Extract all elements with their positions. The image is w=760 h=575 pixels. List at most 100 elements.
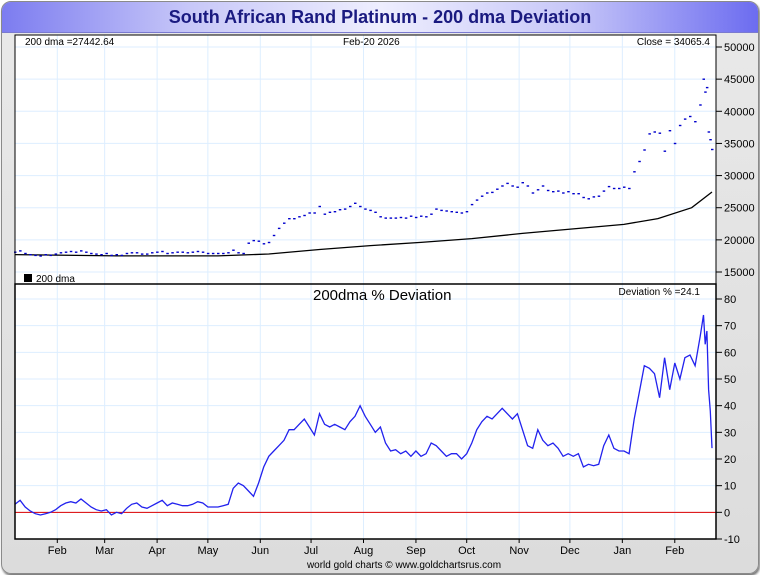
price-point <box>196 250 200 253</box>
price-point <box>653 131 656 133</box>
price-point <box>705 86 709 89</box>
price-point <box>64 251 68 253</box>
y-tick-label: 0 <box>724 507 730 519</box>
price-point <box>140 253 144 255</box>
price-point <box>496 188 499 190</box>
price-point <box>409 215 413 217</box>
price-point <box>678 124 682 127</box>
price-point <box>511 185 514 187</box>
price-point <box>470 203 474 206</box>
x-tick-label: Dec <box>560 545 580 557</box>
price-point <box>577 193 580 195</box>
price-point <box>29 254 32 256</box>
y-tick-label: 80 <box>724 294 736 306</box>
y-tick-label: 25000 <box>724 203 755 215</box>
price-point <box>74 251 78 253</box>
price-point <box>303 214 306 217</box>
price-point <box>95 253 98 255</box>
price-point <box>156 251 159 253</box>
price-point <box>34 254 37 257</box>
price-point <box>658 132 662 134</box>
price-point <box>130 252 134 254</box>
x-tick-label: Feb <box>48 545 67 557</box>
legend-swatch <box>24 274 32 282</box>
price-point <box>24 252 27 255</box>
price-panel <box>15 35 716 284</box>
price-point <box>369 209 372 212</box>
price-point <box>171 252 174 254</box>
price-point <box>707 131 711 133</box>
x-tick-label: Apr <box>149 545 166 557</box>
price-point <box>338 209 342 211</box>
deviation-panel <box>15 284 716 539</box>
price-point <box>435 208 438 210</box>
price-point <box>516 186 519 188</box>
price-point <box>283 222 286 224</box>
x-axis: Feb Mar Apr May Jun Jul Aug Sep Oct Nov Dec Jan Feb <box>48 539 684 557</box>
x-tick-label: Mar <box>95 545 114 557</box>
price-point <box>39 255 42 257</box>
price-point <box>399 216 403 219</box>
price-point <box>80 250 83 252</box>
price-point <box>247 242 250 244</box>
deviation-title: 200dma % Deviation <box>313 287 451 304</box>
y-tick-label: 35000 <box>724 138 755 150</box>
price-point <box>689 115 692 118</box>
price-point <box>389 217 393 219</box>
price-point <box>618 187 621 190</box>
price-point <box>552 191 555 193</box>
price-point <box>546 189 550 192</box>
price-point <box>567 191 570 193</box>
price-point <box>217 252 220 255</box>
price-point <box>313 212 316 214</box>
price-point <box>420 215 423 217</box>
deviation-series <box>14 314 716 516</box>
dma-line <box>14 191 713 257</box>
price-point <box>526 185 530 187</box>
close-readout: Close = 34065.4 <box>637 37 711 48</box>
price-point <box>232 249 235 251</box>
price-point <box>394 217 398 219</box>
price-point <box>237 252 240 254</box>
price-point <box>506 182 509 185</box>
price-point <box>328 211 332 213</box>
y-tick-label: -10 <box>724 534 740 546</box>
price-point <box>450 211 453 213</box>
price-point <box>44 254 47 256</box>
price-point <box>572 193 575 195</box>
y-tick-label: 20 <box>724 454 736 466</box>
price-point <box>374 211 377 213</box>
y-tick-label: 70 <box>724 321 736 333</box>
price-point <box>480 195 484 197</box>
price-point <box>161 250 164 253</box>
price-point <box>430 213 433 215</box>
price-point <box>702 78 705 80</box>
price-point <box>105 252 108 255</box>
price-point <box>257 240 261 242</box>
price-point <box>379 216 382 218</box>
price-point <box>486 192 489 194</box>
price-point <box>638 160 641 163</box>
title-bar: South African Rand Platinum - 200 dma De… <box>2 2 758 33</box>
price-point <box>491 191 494 194</box>
price-point <box>541 185 545 187</box>
price-y-axis: 50000 45000 40000 35000 30000 25000 20000 15000 <box>716 42 755 279</box>
y-tick-label: 40000 <box>724 106 755 118</box>
y-tick-label: 30 <box>724 427 736 439</box>
price-point <box>308 212 311 214</box>
price-point <box>440 209 443 212</box>
price-series <box>14 78 714 257</box>
price-point <box>602 190 606 192</box>
deviation-readout: Deviation % =24.1 <box>619 287 701 298</box>
price-point <box>709 139 712 141</box>
y-tick-label: 60 <box>724 347 736 359</box>
price-point <box>85 251 88 253</box>
price-point <box>562 192 565 194</box>
x-tick-label: May <box>197 545 218 557</box>
x-tick-label: Feb <box>665 545 684 557</box>
price-point <box>359 205 362 208</box>
price-point <box>227 252 230 254</box>
price-point <box>146 253 149 255</box>
x-tick-label: Oct <box>458 545 475 557</box>
price-point <box>414 216 418 219</box>
